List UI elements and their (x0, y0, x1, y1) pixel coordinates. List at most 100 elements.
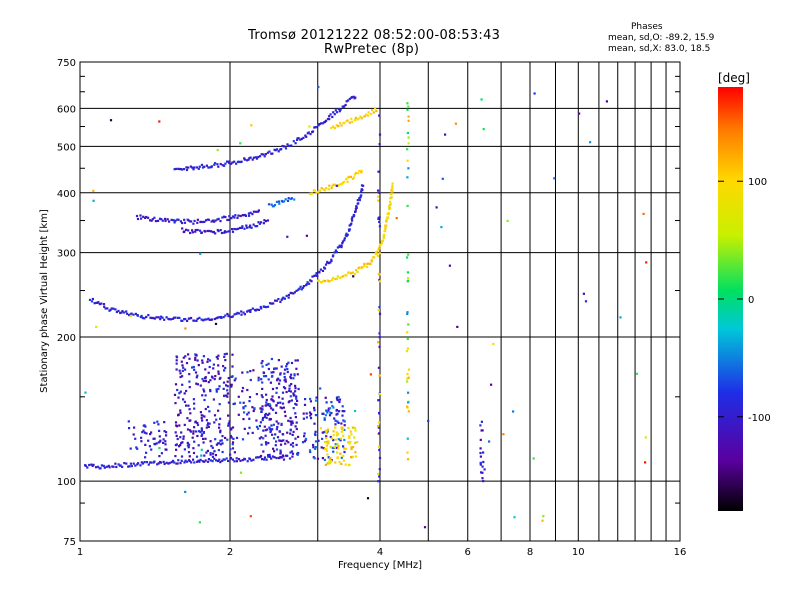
data-point (207, 458, 210, 461)
data-point (202, 355, 205, 358)
data-point (231, 375, 234, 378)
data-point (340, 244, 343, 247)
data-point (159, 439, 162, 442)
data-point (207, 358, 210, 361)
data-point (316, 274, 319, 277)
data-point (342, 419, 345, 422)
data-point (163, 318, 166, 321)
data-point (210, 318, 214, 321)
data-point (252, 156, 255, 159)
data-point (353, 173, 356, 176)
data-point (313, 409, 316, 412)
data-point (174, 316, 177, 319)
data-point (192, 365, 195, 369)
data-point (277, 359, 280, 362)
data-point (199, 411, 202, 414)
data-point (198, 316, 201, 319)
data-point (209, 453, 212, 456)
data-point (109, 119, 113, 122)
data-point (363, 265, 366, 268)
data-point (202, 388, 205, 391)
data-point (321, 437, 324, 440)
data-point (346, 233, 349, 236)
data-point (159, 461, 162, 464)
data-point (268, 403, 272, 406)
data-point (369, 262, 372, 265)
data-point (362, 115, 365, 118)
data-point (344, 463, 347, 466)
data-point (316, 457, 319, 460)
data-point (325, 119, 328, 122)
data-point (343, 447, 346, 450)
data-point (115, 310, 118, 314)
data-point (296, 138, 299, 141)
data-point (220, 439, 223, 442)
data-point (266, 219, 269, 222)
data-point (264, 441, 268, 444)
data-point (385, 220, 388, 223)
data-point (350, 446, 353, 449)
data-point (294, 412, 297, 415)
data-point (248, 417, 251, 420)
data-point (202, 437, 205, 440)
data-point (354, 116, 357, 119)
data-point (264, 153, 267, 156)
data-point (305, 416, 308, 419)
data-point (407, 167, 410, 170)
data-point (320, 187, 323, 190)
data-point (357, 172, 360, 175)
data-point (149, 219, 152, 222)
data-point (157, 219, 160, 222)
data-point (325, 444, 328, 447)
data-point (181, 383, 184, 386)
data-point (179, 436, 182, 439)
data-point (207, 317, 210, 320)
data-point (271, 399, 274, 402)
data-point (185, 362, 189, 365)
data-point (294, 437, 297, 440)
data-point (378, 412, 381, 415)
data-point (258, 222, 261, 225)
data-point (378, 247, 381, 250)
data-point (332, 434, 335, 437)
data-point (327, 262, 331, 265)
data-point (245, 224, 248, 227)
data-point (201, 433, 204, 436)
data-point (169, 318, 172, 321)
data-point (272, 423, 275, 426)
data-point (395, 217, 398, 220)
data-point (304, 437, 308, 441)
data-point (264, 306, 268, 309)
data-point (483, 468, 486, 471)
data-point (93, 302, 96, 305)
data-point (337, 183, 340, 187)
data-point (265, 363, 268, 366)
data-point (378, 448, 381, 452)
data-point (378, 143, 381, 146)
data-point (94, 466, 98, 469)
data-point (275, 420, 278, 423)
data-point (354, 455, 357, 458)
data-point (233, 460, 236, 463)
data-point (290, 423, 293, 426)
data-point (345, 274, 348, 277)
data-point (479, 461, 482, 465)
data-point (103, 466, 106, 469)
data-point (292, 430, 295, 433)
data-point (332, 406, 335, 409)
data-point (276, 379, 279, 382)
data-point (211, 455, 214, 458)
data-point (251, 406, 254, 409)
data-point (378, 216, 381, 219)
data-point (351, 271, 354, 274)
data-point (334, 443, 337, 446)
data-point (363, 115, 367, 118)
data-point (260, 436, 263, 439)
data-point (217, 370, 220, 373)
data-point (199, 229, 202, 232)
data-point (294, 402, 297, 405)
data-point (264, 434, 267, 437)
data-point (207, 218, 210, 221)
data-point (99, 467, 102, 470)
data-point (160, 315, 163, 318)
